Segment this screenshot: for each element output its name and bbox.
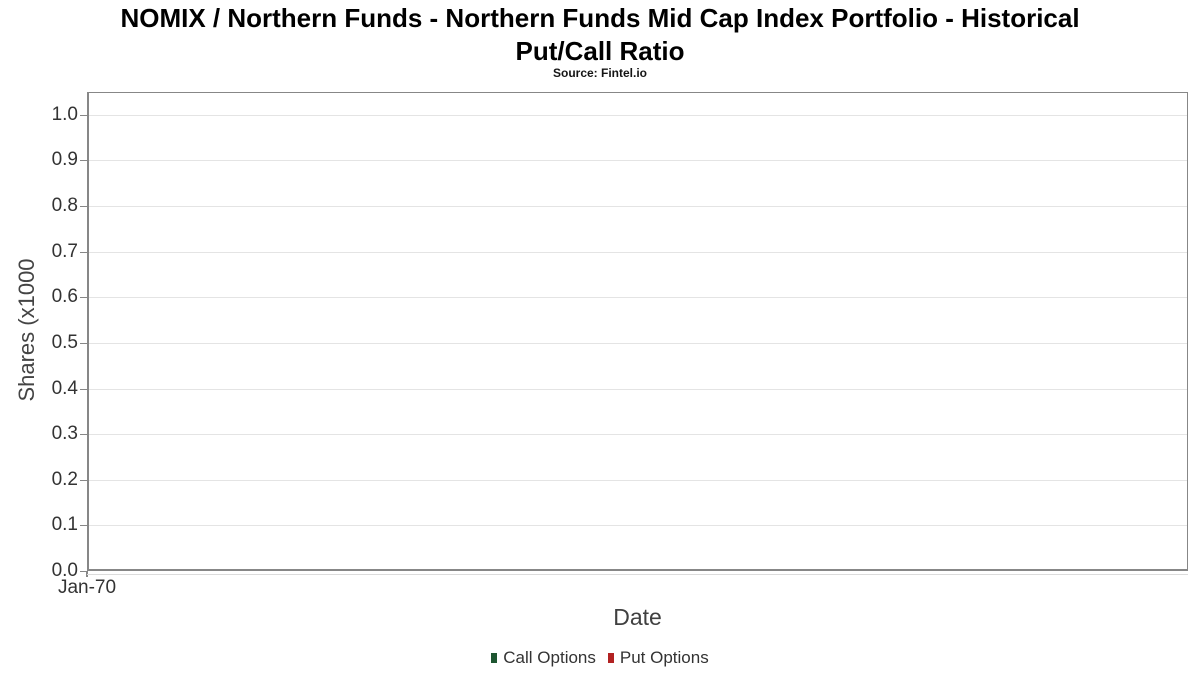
y-tick-label: 0.9 <box>51 149 78 170</box>
y-tick-mark <box>80 571 87 572</box>
legend-label-call-options: Call Options <box>503 648 596 667</box>
y-tick-mark <box>80 343 87 344</box>
y-tick-mark <box>80 389 87 390</box>
y-tick-label: 0.8 <box>51 195 78 216</box>
y-tick-label: 0.3 <box>51 423 78 444</box>
gridline <box>89 343 1187 344</box>
y-tick-mark <box>80 115 87 116</box>
x-axis-shadow-line <box>87 574 1188 575</box>
gridline <box>89 480 1187 481</box>
y-tick-mark <box>80 252 87 253</box>
y-tick-mark <box>80 480 87 481</box>
y-tick-mark <box>80 160 87 161</box>
y-tick-mark <box>80 525 87 526</box>
plot-area <box>87 92 1188 571</box>
y-tick-label: 0.7 <box>51 241 78 262</box>
y-tick-label: 0.0 <box>51 560 78 581</box>
y-tick-label: 0.6 <box>51 286 78 307</box>
legend-label-put-options: Put Options <box>619 648 709 667</box>
x-axis-title: Date <box>613 604 662 630</box>
gridline <box>89 252 1187 253</box>
gridline <box>89 206 1187 207</box>
call-options-swatch-icon <box>491 653 498 663</box>
y-tick-mark <box>80 297 87 298</box>
y-tick-mark <box>80 434 87 435</box>
y-tick-mark <box>80 206 87 207</box>
chart-title-line-1: NOMIX / Northern Funds - Northern Funds … <box>120 3 1080 33</box>
gridline <box>89 115 1187 116</box>
gridline <box>89 434 1187 435</box>
chart-title-line-2: Put/Call Ratio <box>515 36 685 66</box>
gridline <box>89 389 1187 390</box>
y-tick-label: 0.5 <box>51 332 78 353</box>
gridline <box>89 160 1187 161</box>
legend-item-put-options[interactable]: Put Options <box>607 648 709 668</box>
y-tick-label: 1.0 <box>51 104 78 125</box>
legend-item-call-options[interactable]: Call Options <box>491 648 596 668</box>
chart-title: NOMIX / Northern Funds - Northern Funds … <box>0 2 1200 68</box>
put-options-swatch-icon <box>607 653 614 663</box>
y-tick-label: 0.4 <box>51 378 78 399</box>
y-tick-label: 0.2 <box>51 469 78 490</box>
gridline <box>89 297 1187 298</box>
legend: Call Options Put Options <box>0 645 1200 671</box>
y-tick-label: 0.1 <box>51 514 78 535</box>
chart-subtitle: Source: Fintel.io <box>552 66 647 80</box>
gridline <box>89 525 1187 526</box>
x-tick-label: Jan-70 <box>57 577 117 598</box>
